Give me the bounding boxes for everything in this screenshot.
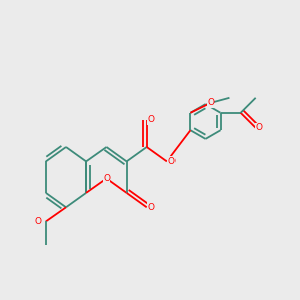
Text: O: O	[168, 157, 175, 166]
Text: O: O	[148, 203, 155, 212]
Text: O: O	[148, 116, 155, 124]
Text: O: O	[169, 157, 176, 166]
Text: O: O	[103, 174, 110, 183]
Text: O: O	[34, 217, 41, 226]
Text: O: O	[207, 98, 214, 107]
Text: O: O	[256, 123, 263, 132]
